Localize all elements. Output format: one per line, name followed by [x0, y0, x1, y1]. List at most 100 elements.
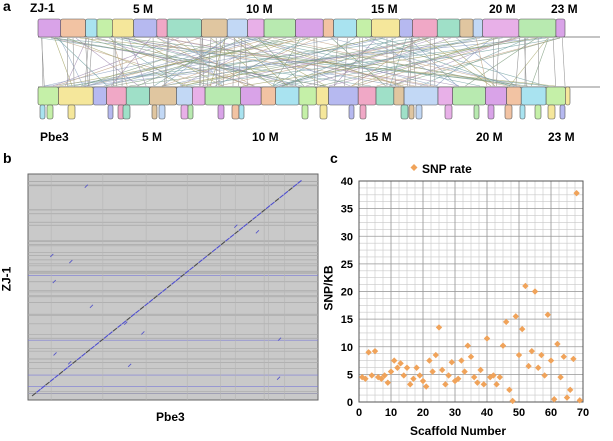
bottom-block — [125, 86, 150, 106]
synteny-link — [344, 37, 348, 87]
bottom-genome-track — [37, 86, 600, 106]
top-block — [371, 18, 400, 38]
bottom-block — [506, 86, 522, 106]
top-block — [555, 18, 566, 38]
bottom-block — [275, 86, 300, 106]
contig-block — [504, 104, 513, 120]
synteny-link — [238, 37, 243, 87]
synteny-link — [161, 37, 299, 87]
synteny-link — [245, 37, 438, 87]
synteny-link — [88, 37, 93, 87]
top-block — [201, 18, 228, 38]
synteny-link — [364, 37, 459, 87]
synteny-link — [496, 37, 500, 87]
synteny-link — [72, 37, 75, 87]
bottom-tick-10m: 10 M — [252, 130, 279, 144]
synteny-link — [258, 37, 304, 87]
synteny-link — [537, 37, 540, 87]
bottom-block — [520, 86, 547, 106]
synteny-link — [407, 37, 412, 87]
synteny-link — [281, 37, 561, 87]
snp-chart-xlabel: Scaffold Number — [410, 424, 507, 438]
synteny-link — [56, 37, 108, 87]
synteny-link — [313, 37, 315, 87]
contig-block — [180, 104, 189, 120]
synteny-link — [55, 37, 200, 87]
top-block — [436, 18, 461, 38]
synteny-link — [390, 37, 513, 87]
contig-block — [46, 104, 54, 120]
top-block — [226, 18, 248, 38]
bottom-genome-label: Pbe3 — [40, 130, 69, 144]
bottom-block — [176, 86, 193, 106]
top-block — [96, 18, 113, 38]
top-tick-15m: 15 M — [371, 2, 398, 16]
synteny-link — [41, 37, 45, 87]
contig-block — [400, 104, 409, 120]
contig-block — [158, 104, 166, 120]
bottom-block — [485, 86, 507, 106]
synteny-link — [164, 37, 169, 87]
snp-legend-label: SNP rate — [422, 162, 472, 176]
synteny-link — [133, 37, 223, 87]
synteny-link — [247, 37, 481, 87]
contig-block — [408, 104, 415, 120]
synteny-link — [379, 37, 547, 87]
top-block — [133, 18, 158, 38]
top-block — [112, 18, 134, 38]
synteny-link — [186, 37, 547, 87]
synteny-link — [218, 37, 222, 87]
synteny-link — [369, 37, 511, 87]
top-block — [295, 18, 324, 38]
bottom-tick-5m: 5 M — [142, 130, 163, 144]
synteny-link — [181, 37, 376, 87]
synteny-link — [306, 37, 451, 87]
bottom-block — [357, 86, 377, 106]
top-genome-label: ZJ-1 — [30, 1, 55, 15]
top-block — [247, 18, 265, 38]
contig-block — [231, 104, 240, 120]
contig-block — [559, 104, 566, 120]
bottom-block — [393, 86, 405, 106]
contig-block — [519, 104, 526, 120]
bottom-tick-20m: 20 M — [476, 130, 503, 144]
bottom-block — [437, 86, 453, 106]
synteny-link — [103, 37, 262, 87]
contig-block — [444, 104, 453, 120]
top-block — [482, 18, 520, 38]
bottom-block — [58, 86, 94, 106]
bottom-block — [545, 86, 566, 106]
synteny-link — [411, 37, 417, 87]
synteny-link — [389, 37, 407, 87]
contig-block — [238, 104, 245, 120]
synteny-link — [123, 37, 528, 87]
top-tick-10m: 10 M — [246, 2, 273, 16]
synteny-link — [94, 37, 255, 87]
top-tick-5m: 5 M — [133, 2, 154, 16]
contig-block — [187, 104, 194, 120]
synteny-link — [199, 37, 201, 87]
bottom-block — [452, 86, 486, 106]
panel-c-letter: c — [330, 150, 338, 166]
synteny-link — [278, 37, 481, 87]
top-block — [472, 18, 483, 38]
top-block — [399, 18, 413, 38]
synteny-link — [114, 37, 118, 87]
synteny-links — [40, 37, 566, 87]
synteny-link — [409, 37, 412, 87]
panel-b-letter: b — [3, 150, 12, 166]
bottom-block — [260, 86, 276, 106]
contig-block — [359, 104, 367, 120]
bottom-block — [315, 86, 329, 106]
synteny-link — [215, 37, 308, 87]
synteny-link — [207, 37, 212, 87]
synteny-link — [530, 37, 549, 87]
bottom-block — [565, 86, 571, 106]
top-block — [166, 18, 202, 38]
synteny-link — [408, 37, 458, 87]
top-block — [156, 18, 168, 38]
synteny-link — [232, 37, 235, 87]
contig-block — [39, 104, 46, 120]
synteny-link — [389, 37, 561, 87]
bottom-block — [298, 86, 317, 106]
